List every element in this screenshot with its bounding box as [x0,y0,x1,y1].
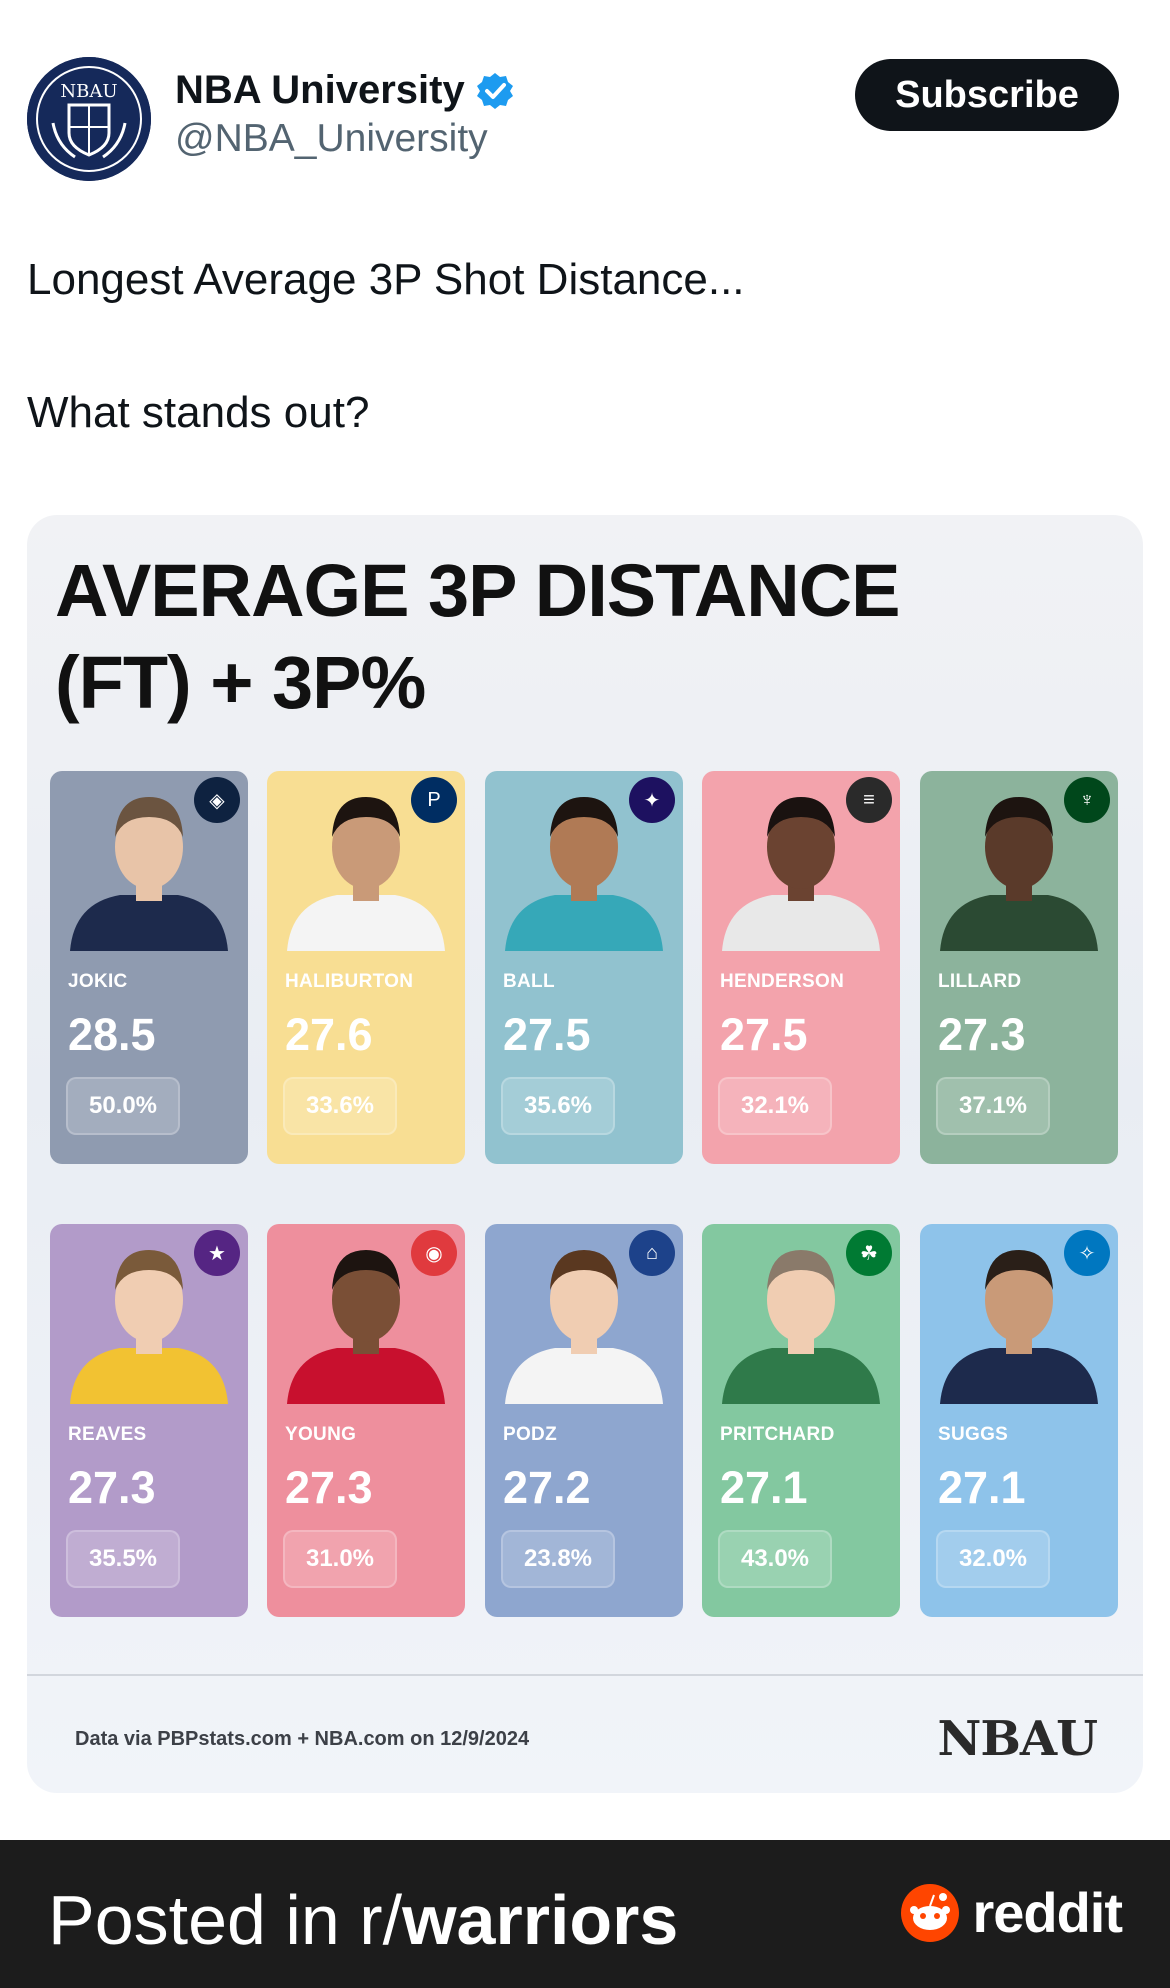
player-3p-distance: 27.5 [720,1009,808,1060]
player-3p-percentage: 31.0% [283,1530,397,1588]
player-3p-distance: 27.3 [285,1462,373,1513]
player-3p-distance: 27.6 [285,1009,373,1060]
subscribe-button[interactable]: Subscribe [855,59,1119,131]
player-card-pritchard: ☘ PRITCHARD 27.1 43.0% [702,1224,900,1617]
player-photo [50,771,248,951]
player-name: HALIBURTON [285,971,414,992]
player-photo [702,1224,900,1404]
player-3p-distance: 28.5 [68,1009,156,1060]
post-image[interactable]: AVERAGE 3P DISTANCE (FT) + 3P% ◈ JOKIC 28.… [27,515,1143,1793]
player-photo [267,771,465,951]
player-name: REAVES [68,1424,147,1445]
hawks-logo: ◉ [411,1230,457,1276]
player-card-henderson: ≡ HENDERSON 27.5 32.1% [702,771,900,1164]
player-3p-distance: 27.5 [503,1009,591,1060]
player-card-reaves: ★ REAVES 27.3 35.5% [50,1224,248,1617]
account-avatar[interactable]: NBAU [27,57,151,181]
player-photo [702,771,900,951]
player-3p-percentage: 32.0% [936,1530,1050,1588]
player-3p-percentage: 35.5% [66,1530,180,1588]
player-name: BALL [503,971,555,992]
graphic-title-line-1: AVERAGE 3P DISTANCE [55,549,901,632]
player-3p-distance: 27.2 [503,1462,591,1513]
player-card-ball: ✦ BALL 27.5 35.6% [485,771,683,1164]
subreddit-name[interactable]: warriors [402,1881,679,1959]
display-name[interactable]: NBA University [175,68,465,112]
hornets-logo: ✦ [629,777,675,823]
player-photo [267,1224,465,1404]
player-3p-distance: 27.3 [938,1009,1026,1060]
player-card-suggs: ✧ SUGGS 27.1 32.0% [920,1224,1118,1617]
magic-logo: ✧ [1064,1230,1110,1276]
player-name: YOUNG [285,1424,357,1445]
player-3p-percentage: 35.6% [501,1077,615,1135]
player-3p-percentage: 33.6% [283,1077,397,1135]
data-source-note: Data via PBPstats.com + NBA.com on 12/9/… [75,1728,530,1750]
svg-text:NBAU: NBAU [60,81,117,102]
player-card-lillard: ♆ LILLARD 27.3 37.1% [920,771,1118,1164]
nuggets-logo: ◈ [194,777,240,823]
player-name: SUGGS [938,1424,1009,1445]
pacers-logo: P [411,777,457,823]
player-3p-distance: 27.1 [720,1462,808,1513]
player-photo [920,771,1118,951]
player-name: PRITCHARD [720,1424,835,1445]
divider [27,1674,1143,1676]
celtics-logo: ☘ [846,1230,892,1276]
player-name: JOKIC [68,971,128,992]
player-3p-percentage: 50.0% [66,1077,180,1135]
player-photo [920,1224,1118,1404]
player-card-podz: ⌂ PODZ 27.2 23.8% [485,1224,683,1617]
post-text-line-2: What stands out? [27,388,370,437]
player-3p-distance: 27.3 [68,1462,156,1513]
nbau-wordmark: NBAU [937,1711,1098,1767]
player-3p-distance: 27.1 [938,1462,1026,1513]
lakers-logo: ★ [194,1230,240,1276]
author-block: NBA University @NBA_University [175,68,515,161]
reddit-logo: reddit [900,1880,1123,1945]
reddit-wordmark: reddit [972,1881,1123,1944]
player-name: PODZ [503,1424,557,1445]
player-card-haliburton: P HALIBURTON 27.6 33.6% [267,771,465,1164]
graphic-title-line-2: (FT) + 3P% [55,641,426,724]
player-name: LILLARD [938,971,1022,992]
posted-in-label: Posted in r/warriors [48,1880,678,1960]
player-3p-percentage: 43.0% [718,1530,832,1588]
blazers-logo: ≡ [846,777,892,823]
warriors-logo: ⌂ [629,1230,675,1276]
player-3p-percentage: 37.1% [936,1077,1050,1135]
reddit-snoo-icon [901,1883,960,1942]
player-name: HENDERSON [720,971,845,992]
player-photo [485,771,683,951]
posted-in-prefix: Posted in r/ [48,1881,403,1959]
player-3p-percentage: 23.8% [501,1530,615,1588]
account-handle[interactable]: @NBA_University [175,117,488,160]
player-photo [485,1224,683,1404]
player-card-young: ◉ YOUNG 27.3 31.0% [267,1224,465,1617]
nbau-crest-logo: NBAU [27,57,151,181]
player-card-jokic: ◈ JOKIC 28.5 50.0% [50,771,248,1164]
player-photo [50,1224,248,1404]
verified-badge-icon [476,72,513,109]
reddit-footer-bar: Posted in r/warriors reddit [0,1840,1170,1988]
bucks-logo: ♆ [1064,777,1110,823]
post-text-line-1: Longest Average 3P Shot Distance... [27,255,745,304]
graphic-title: AVERAGE 3P DISTANCE (FT) + 3P% [55,545,901,729]
player-3p-percentage: 32.1% [718,1077,832,1135]
